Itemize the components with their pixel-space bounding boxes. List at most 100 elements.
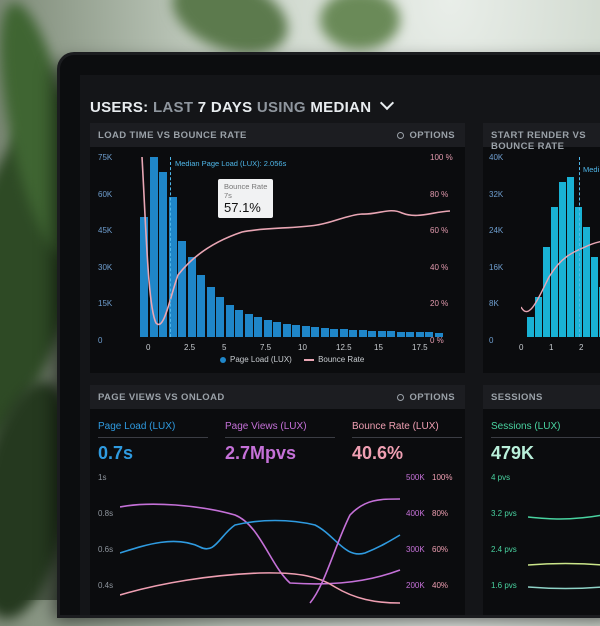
bounce-rate-line [521, 240, 600, 313]
axis-tick-label: 32K [489, 189, 504, 199]
axis-tick-label: 60K [98, 189, 113, 199]
metric-value: 479K [491, 443, 535, 463]
panel-title: START RENDER VS BOUNCE RATE [491, 130, 587, 152]
panel-title: LOAD TIME VS BOUNCE RATE [98, 130, 247, 141]
load-time-panel: LOAD TIME VS BOUNCE RATE OPTIONS 75K 60K 4… [90, 123, 465, 373]
histogram-bar [301, 326, 310, 337]
histogram-bar [225, 305, 234, 337]
tooltip-value: 57.1% [224, 200, 261, 215]
median-label: Median Page Load (LUX): 2.056s [175, 159, 287, 168]
line-chart [120, 498, 401, 604]
histogram-bar [396, 332, 405, 337]
histogram-bar [320, 328, 329, 337]
histogram-bar [387, 331, 395, 337]
histogram-bar [330, 329, 338, 337]
histogram-bar [358, 330, 367, 337]
divider [225, 437, 335, 438]
axis-tick-label: 0 [98, 335, 103, 345]
axis-tick-label: 200K [406, 581, 425, 590]
histogram-bar [567, 177, 574, 337]
histogram-bar [415, 332, 424, 337]
chevron-down-icon[interactable] [379, 95, 394, 111]
options-button[interactable]: OPTIONS [397, 392, 455, 403]
axis-tick-label: 7.5 [260, 343, 272, 352]
axis-tick-label: 0.6s [98, 545, 114, 554]
panel-header: LOAD TIME VS BOUNCE RATE OPTIONS [90, 123, 465, 147]
axis-tick-label: 5 [222, 343, 227, 352]
histogram-bar [434, 333, 443, 337]
bar-series [132, 157, 450, 337]
axis-tick-label: 10 [298, 343, 307, 352]
start-render-panel: START RENDER VS BOUNCE RATE 40K 32K 24K 16K… [483, 123, 600, 373]
monitor-screen: USERS: LAST 7 DAYS USING MEDIAN LOAD TIM… [60, 55, 600, 615]
histogram-bar [311, 327, 319, 337]
median-line [579, 157, 580, 337]
panel-header: PAGE VIEWS VS ONLOAD OPTIONS [90, 385, 465, 409]
histogram-bar [349, 330, 357, 337]
panel-header: START RENDER VS BOUNCE RATE [483, 123, 600, 152]
histogram-bar [339, 329, 348, 337]
axis-tick-label: 60 % [430, 226, 449, 235]
tooltip-subtitle: 7s [224, 191, 232, 200]
histogram-bar [140, 217, 148, 337]
axis-tick-label: 15 [374, 343, 383, 352]
page-views-panel: PAGE VIEWS VS ONLOAD OPTIONS Page Load (… [90, 385, 465, 615]
axis-tick-label: 16K [489, 262, 504, 272]
gear-icon [397, 394, 405, 401]
axis-tick-label: 8K [489, 299, 499, 308]
histogram-bar [168, 197, 177, 337]
histogram-bar [591, 257, 598, 337]
options-button[interactable]: OPTIONS [397, 130, 455, 141]
metric-value: 0.7s [98, 443, 134, 463]
divider [352, 437, 462, 438]
axis-tick-label: 0.8s [98, 509, 114, 518]
median-line [170, 157, 171, 337]
axis-tick-label: 45K [98, 226, 113, 235]
tooltip: Bounce Rate 7s 57.1% [218, 179, 274, 218]
histogram-bar [551, 207, 558, 337]
axis-tick-label: 12.5 [336, 343, 352, 352]
dashboard: USERS: LAST 7 DAYS USING MEDIAN LOAD TIM… [80, 75, 600, 615]
histogram-bar [216, 297, 224, 337]
legend-dot-icon [220, 356, 226, 363]
panel-title: PAGE VIEWS VS ONLOAD [98, 392, 225, 403]
histogram-bar [235, 310, 243, 337]
bounce-rate-line [141, 157, 450, 326]
axis-tick-label: 40K [489, 153, 504, 162]
histogram-bar [149, 157, 158, 337]
tooltip-title: Bounce Rate [224, 182, 268, 191]
axis-tick-label: 500K [406, 473, 425, 482]
histogram-bar [273, 322, 281, 337]
axis-tick-label: 100 % [430, 153, 453, 162]
axis-tick-label: 1.6 pvs [491, 581, 517, 590]
axis-tick-label: 2.4 pvs [491, 545, 517, 554]
histogram-bar [527, 317, 534, 337]
panel-title: SESSIONS [491, 392, 543, 403]
axis-tick-label: 15K [98, 299, 113, 308]
histogram-bar [282, 324, 291, 337]
axis-tick-label: 0 % [430, 335, 444, 345]
histogram-bar [292, 325, 300, 337]
axis-tick-label: 30K [98, 262, 113, 272]
histogram-bar [254, 317, 262, 337]
chart-legend: Page Load (LUX) Bounce Rate [220, 355, 364, 364]
metric-value: 40.6% [352, 443, 404, 463]
legend-line-icon [304, 358, 315, 361]
histogram-bar [583, 227, 590, 337]
panel-header: SESSIONS [483, 385, 600, 409]
histogram-bar [187, 257, 196, 337]
histogram-bar [263, 320, 272, 337]
axis-tick-label: 0 [489, 335, 494, 345]
histogram-bar [244, 314, 253, 337]
axis-tick-label: 24K [489, 226, 504, 235]
axis-tick-label: 80 % [430, 189, 449, 199]
axis-tick-label: 0.4s [98, 581, 114, 590]
plant-leaf [320, 0, 400, 50]
axis-tick-label: 17.5 [412, 343, 428, 352]
axis-tick-label: 300K [406, 545, 425, 554]
dashboard-title[interactable]: USERS: LAST 7 DAYS USING MEDIAN [90, 95, 394, 116]
metric-label: Page Load (LUX) [98, 421, 176, 432]
gear-icon [397, 132, 405, 139]
histogram-bar [159, 172, 167, 337]
axis-tick-label: 1s [98, 473, 107, 482]
